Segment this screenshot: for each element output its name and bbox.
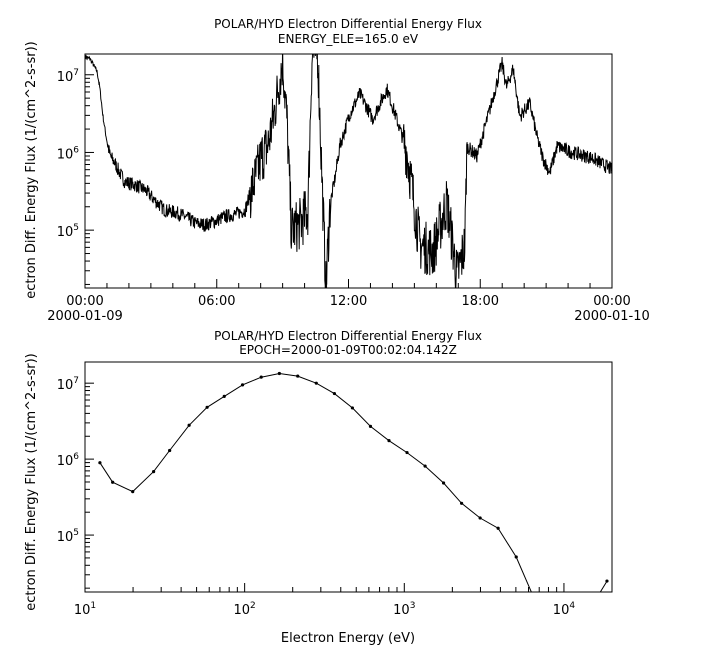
flux-time-series-line: [85, 54, 612, 288]
spectrum-data-point: [332, 391, 337, 396]
spectrum-data-point: [98, 461, 102, 465]
bottom-plot-y-label: ectron Diff. Energy Flux (1/(cm^2-s-sr)): [24, 353, 39, 610]
spectrum-data-point: [205, 405, 209, 409]
x-tick-label: 06:00: [198, 294, 235, 309]
spectrum-data-point: [296, 374, 300, 378]
y-tick-label: 105: [57, 528, 79, 545]
spectrum-data-point: [387, 439, 391, 443]
spectrum-data-point: [514, 555, 518, 559]
x-tick-label: 102: [234, 601, 256, 618]
spectrum-data-point: [131, 490, 135, 494]
x-tick-date-label: 2000-01-09: [47, 309, 123, 324]
spectrum-data-point: [459, 501, 464, 505]
x-tick-label: 101: [74, 601, 96, 618]
top-plot-y-label: ectron Diff. Energy Flux (1/(cm^2-s-sr)): [24, 41, 39, 298]
bottom-plot-subtitle: EPOCH=2000-01-09T00:02:04.142Z: [239, 343, 457, 357]
spectrum-data-point: [605, 579, 609, 583]
x-tick-label: 104: [553, 601, 576, 618]
spectrum-data-point: [240, 383, 245, 387]
top-plot-title: POLAR/HYD Electron Differential Energy F…: [214, 17, 482, 31]
spectrum-data-point: [277, 371, 281, 376]
top-plot-frame: [84, 53, 613, 289]
bottom-plot-title: POLAR/HYD Electron Differential Energy F…: [214, 329, 482, 343]
x-tick-date-label: 2000-01-10: [574, 309, 650, 324]
spectrum-data-point: [187, 423, 191, 427]
x-tick-label: 00:00: [66, 294, 103, 309]
x-tick-label: 103: [393, 601, 415, 618]
spectrum-data-point: [350, 406, 354, 410]
spectrum-data-point: [368, 424, 373, 428]
spectrum-data-point: [405, 450, 409, 455]
x-tick-label: 12:00: [330, 294, 367, 309]
spectrum-data-point: [111, 480, 115, 484]
y-tick-label: 107: [57, 376, 79, 393]
spectrum-data-point: [496, 526, 500, 530]
bottom-plot-x-label: Electron Energy (eV): [281, 631, 415, 646]
y-tick-label: 105: [57, 223, 79, 240]
bottom-plot-frame: [84, 361, 613, 593]
spectrum-data-point: [222, 394, 226, 398]
top-plot-subtitle: ENERGY_ELE=165.0 eV: [278, 32, 419, 46]
x-tick-label: 18:00: [462, 294, 499, 309]
spectrum-data-point: [259, 375, 263, 379]
bottom-plot: 105 106 107 101 102 103 104: [57, 361, 613, 618]
spectrum-data-point: [478, 516, 482, 520]
y-tick-label: 106: [57, 452, 80, 469]
spectrum-data-point: [152, 470, 156, 474]
y-tick-label: 106: [57, 145, 80, 162]
spectrum-data-point: [168, 448, 172, 453]
spectrum-data-point: [314, 381, 318, 385]
spectrum-data-point: [441, 481, 446, 485]
x-tick-label: 00:00: [593, 294, 630, 309]
spectrum-data-point: [423, 464, 427, 468]
y-tick-label: 107: [57, 68, 79, 85]
